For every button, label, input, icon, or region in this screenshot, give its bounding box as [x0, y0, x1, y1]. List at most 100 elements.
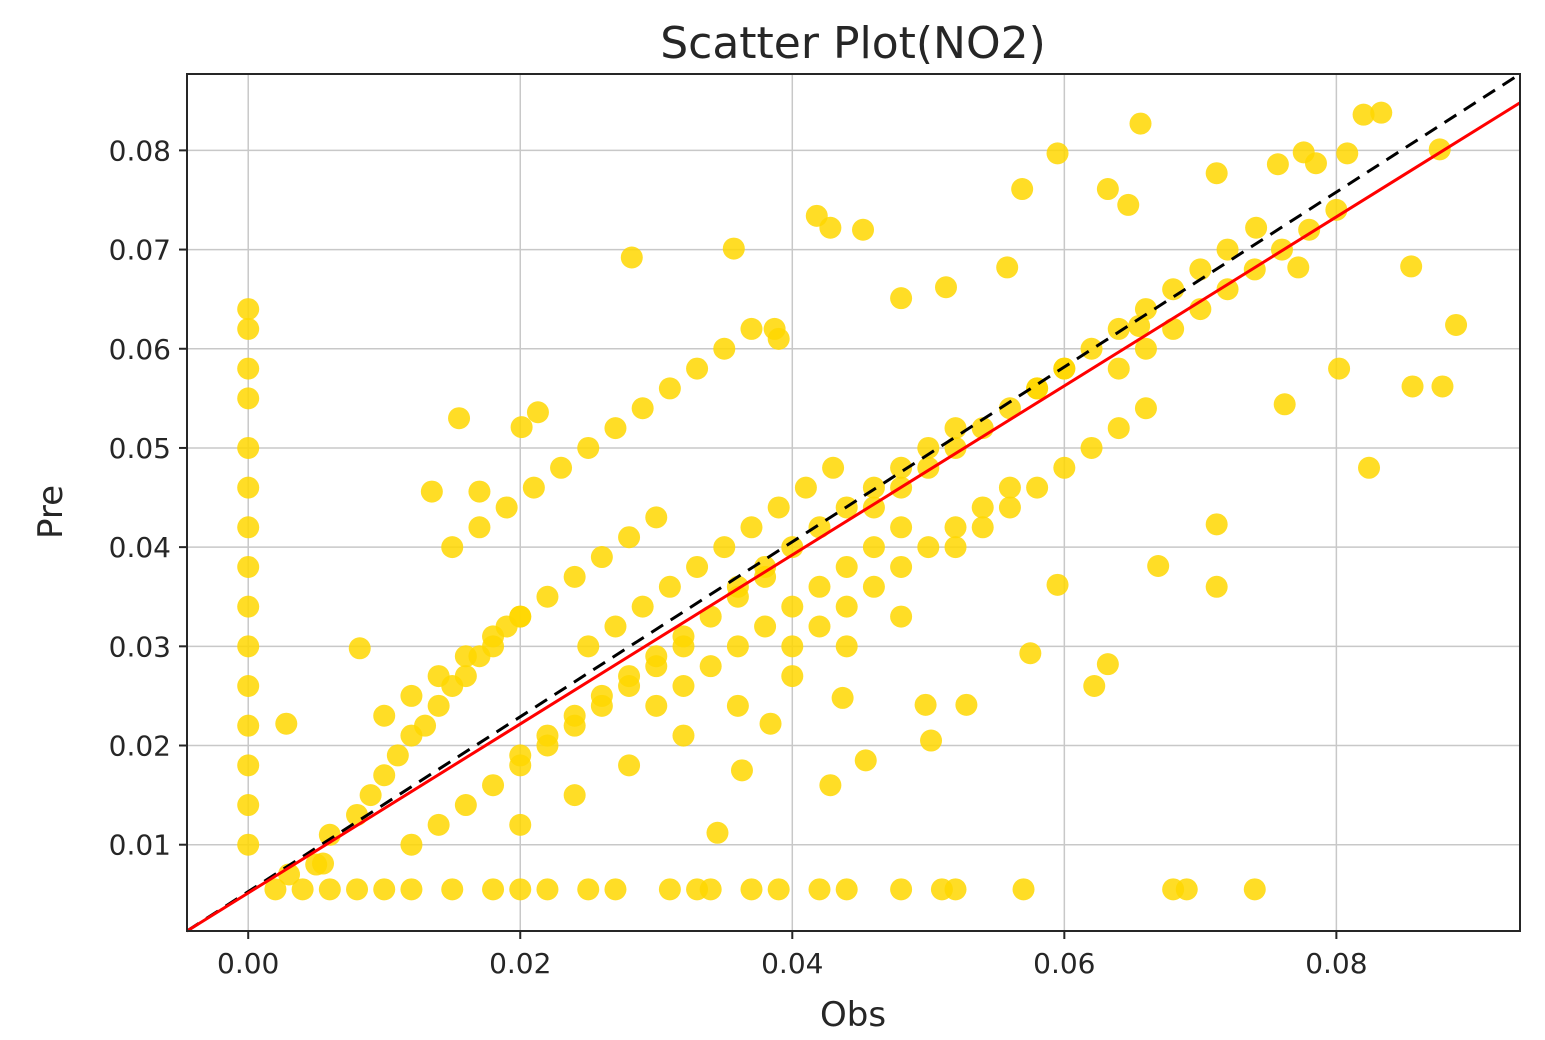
data-point	[373, 878, 396, 901]
data-point	[482, 625, 505, 648]
data-point	[577, 635, 600, 658]
data-point	[971, 516, 994, 539]
data-point	[550, 456, 573, 479]
data-point	[686, 555, 709, 578]
data-point	[454, 794, 477, 817]
plot-frame	[186, 73, 1521, 932]
data-point	[237, 516, 260, 539]
data-point	[1134, 397, 1157, 420]
y-tick-label: 0.05	[109, 432, 171, 465]
data-point	[808, 516, 831, 539]
data-point	[1328, 357, 1351, 380]
data-point	[754, 615, 777, 638]
data-point	[1401, 375, 1424, 398]
data-point	[890, 555, 913, 578]
data-point	[427, 813, 450, 836]
data-point	[264, 878, 287, 901]
data-point	[854, 749, 877, 772]
identity-line	[186, 72, 1521, 933]
y-axis-title: Pre	[31, 485, 71, 539]
data-point	[1128, 314, 1151, 337]
data-point	[1147, 554, 1170, 577]
data-point	[536, 724, 559, 747]
data-point	[1205, 513, 1228, 536]
data-point	[808, 878, 831, 901]
data-point	[427, 694, 450, 717]
data-point	[767, 496, 790, 519]
data-point	[373, 704, 396, 727]
data-point	[1134, 298, 1157, 321]
x-tick-label: 0.02	[489, 947, 551, 980]
data-point	[275, 712, 298, 735]
data-point	[998, 476, 1021, 499]
data-point	[1325, 198, 1348, 221]
data-point	[237, 833, 260, 856]
data-point	[852, 218, 875, 241]
y-tick-label: 0.03	[109, 630, 171, 663]
data-point	[427, 665, 450, 688]
data-point	[522, 476, 545, 499]
y-axis-ticks: 0.01 0.02 0.03 0.04 0.05 0.06 0.07 0.08	[109, 134, 187, 862]
data-point	[944, 536, 967, 559]
data-point	[1080, 436, 1103, 459]
data-point	[1046, 142, 1069, 165]
x-tick-label: 0.04	[761, 947, 823, 980]
data-point	[1026, 476, 1049, 499]
reference-lines	[186, 72, 1521, 933]
data-point	[237, 387, 260, 410]
data-point	[672, 625, 695, 648]
y-tick-label: 0.06	[109, 333, 171, 366]
data-point	[278, 863, 301, 886]
data-point	[819, 216, 842, 239]
data-point	[590, 684, 613, 707]
data-point	[618, 526, 641, 549]
data-point	[658, 878, 681, 901]
data-point	[730, 759, 753, 782]
data-point	[1080, 337, 1103, 360]
data-point	[237, 317, 260, 340]
data-point	[1117, 193, 1140, 216]
data-point	[509, 605, 532, 628]
data-point	[318, 878, 341, 901]
data-point	[482, 774, 505, 797]
data-point	[373, 764, 396, 787]
data-point	[237, 754, 260, 777]
scatter-points	[237, 101, 1468, 901]
data-point	[414, 714, 437, 737]
data-point	[1336, 142, 1359, 165]
data-point	[509, 813, 532, 836]
x-axis-title: Obs	[820, 995, 886, 1035]
data-point	[1358, 456, 1381, 479]
data-point	[1096, 178, 1119, 201]
data-point	[1273, 393, 1296, 416]
y-tick-label: 0.07	[109, 234, 171, 267]
data-point	[400, 878, 423, 901]
data-point	[1445, 313, 1468, 336]
data-point	[658, 575, 681, 598]
data-point	[794, 476, 817, 499]
data-point	[1216, 278, 1239, 301]
data-point	[713, 337, 736, 360]
data-point	[713, 536, 736, 559]
data-point	[808, 615, 831, 638]
data-point	[998, 397, 1021, 420]
data-point	[1107, 317, 1130, 340]
data-point	[1011, 178, 1034, 201]
y-tick-label: 0.02	[109, 730, 171, 763]
data-point	[346, 878, 369, 901]
data-point	[482, 878, 505, 901]
data-point	[468, 516, 491, 539]
data-point	[1189, 258, 1212, 281]
y-tick-label: 0.04	[109, 531, 171, 564]
data-point	[726, 694, 749, 717]
data-point	[237, 595, 260, 618]
data-point	[1107, 417, 1130, 440]
data-point	[577, 878, 600, 901]
data-point	[914, 693, 937, 716]
data-point	[920, 729, 943, 752]
data-point	[831, 686, 854, 709]
data-point	[237, 794, 260, 817]
data-point	[536, 878, 559, 901]
data-point	[699, 878, 722, 901]
